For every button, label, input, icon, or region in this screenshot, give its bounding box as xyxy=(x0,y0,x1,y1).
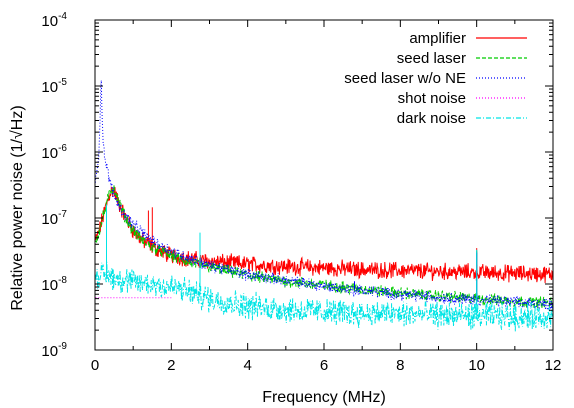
x-tick-label: 12 xyxy=(545,357,562,374)
x-tick-label: 10 xyxy=(468,357,485,374)
y-tick-label: 10-8 xyxy=(41,275,67,294)
y-tick-label: 10-6 xyxy=(41,143,67,162)
legend-label: shot noise xyxy=(398,90,466,107)
legend-label: seed laser w/o NE xyxy=(344,70,466,87)
x-tick-label: 2 xyxy=(167,357,175,374)
y-axis-label: Relative power noise (1/√Hz) xyxy=(9,105,26,310)
y-tick-label: 10-5 xyxy=(41,77,67,96)
x-tick-label: 0 xyxy=(91,357,99,374)
ticks-layer: 0 2 4 6 8 10 12 10-9 10-8 10-7 10-6 10-5 10-4 xyxy=(41,11,561,374)
x-tick-label: 8 xyxy=(396,357,404,374)
series-seed-laser xyxy=(95,184,554,309)
y-tick-label: 10-4 xyxy=(41,11,67,30)
legend-label: amplifier xyxy=(409,30,466,47)
legend-label: dark noise xyxy=(397,110,466,127)
legend-label: seed laser xyxy=(397,50,466,67)
legend: amplifier seed laser seed laser w/o NE shot… xyxy=(344,30,527,127)
series-dark-noise xyxy=(95,261,554,332)
y-tick-label: 10-9 xyxy=(41,341,67,360)
y-tick-label: 10-7 xyxy=(41,209,67,228)
x-axis-label: Frequency (MHz) xyxy=(262,389,386,406)
x-tick-label: 4 xyxy=(243,357,251,374)
series-amplifier xyxy=(95,185,554,284)
series-layer xyxy=(94,80,554,332)
x-tick-label: 6 xyxy=(320,357,328,374)
